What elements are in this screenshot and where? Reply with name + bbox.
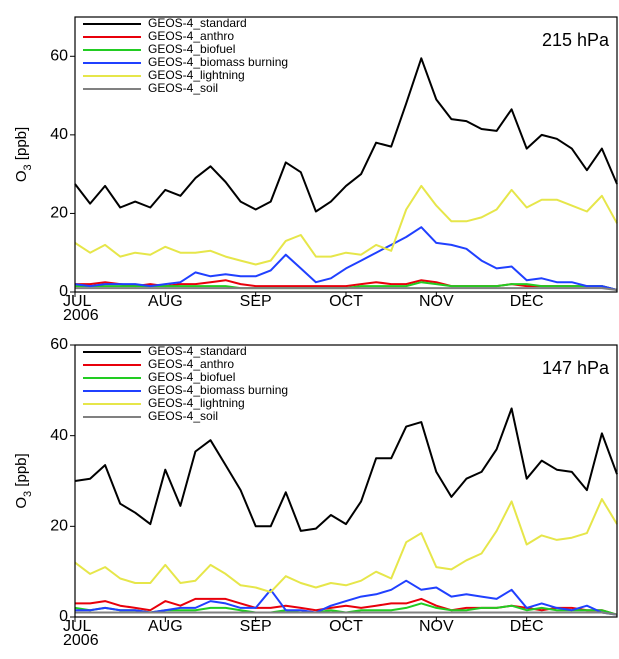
x-tick-label: JUL bbox=[63, 293, 92, 310]
y-tick-label: 0 bbox=[59, 283, 68, 300]
x-tick-label: NOV bbox=[419, 293, 454, 310]
y-axis-label-part: 3 bbox=[22, 491, 34, 497]
y-tick-label: 40 bbox=[50, 427, 68, 444]
y-axis-label-part: O bbox=[13, 497, 30, 509]
legend-label: GEOS-4_standard bbox=[148, 16, 247, 30]
y-axis-label: O3 [ppb] bbox=[13, 453, 34, 508]
series-line bbox=[74, 226, 618, 291]
series-line bbox=[74, 407, 618, 532]
series-line bbox=[74, 57, 618, 213]
x-tick-label: JUL bbox=[63, 618, 92, 635]
legend-label: GEOS-4_biofuel bbox=[148, 42, 235, 56]
y-tick-label: 40 bbox=[50, 126, 68, 143]
x-tick-label: NOV bbox=[419, 618, 454, 635]
y-axis-label-part: 3 bbox=[22, 164, 34, 170]
legend-label: GEOS-4_soil bbox=[148, 409, 218, 423]
x-tick-label: AUG bbox=[148, 293, 183, 310]
legend-label: GEOS-4_lightning bbox=[148, 68, 245, 82]
legend-label: GEOS-4_biofuel bbox=[148, 370, 235, 384]
series-line bbox=[75, 611, 618, 616]
y-axis-label-part: [ppb] bbox=[13, 453, 30, 491]
legend-label: GEOS-4_lightning bbox=[148, 396, 245, 410]
y-tick-label: 20 bbox=[50, 518, 68, 535]
annotation: 215 hPa bbox=[542, 30, 610, 50]
series-line bbox=[74, 498, 618, 594]
legend-label: GEOS-4_biomass burning bbox=[148, 55, 288, 69]
legend-label: GEOS-4_anthro bbox=[148, 29, 234, 43]
x-tick-label: DEC bbox=[510, 293, 544, 310]
x-tick-label: OCT bbox=[329, 293, 363, 310]
x-year-label: 2006 bbox=[63, 307, 99, 324]
plot-frame bbox=[74, 16, 618, 293]
legend-label: GEOS-4_standard bbox=[148, 344, 247, 358]
series-line bbox=[75, 287, 618, 291]
y-axis-label-part: [ppb] bbox=[13, 127, 30, 165]
y-axis-label-part: O bbox=[13, 170, 30, 182]
y-tick-label: 60 bbox=[50, 336, 68, 353]
y-tick-label: 0 bbox=[59, 608, 68, 625]
legend-label: GEOS-4_soil bbox=[148, 81, 218, 95]
series-line bbox=[74, 184, 618, 266]
x-year-label: 2006 bbox=[63, 632, 99, 649]
plot-frame bbox=[74, 344, 618, 618]
x-tick-label: OCT bbox=[329, 618, 363, 635]
y-tick-label: 20 bbox=[50, 205, 68, 222]
x-tick-label: AUG bbox=[148, 618, 183, 635]
series-line bbox=[75, 579, 618, 616]
y-tick-label: 60 bbox=[50, 48, 68, 65]
y-axis-label: O3 [ppb] bbox=[13, 127, 34, 182]
x-tick-label: SEP bbox=[240, 293, 272, 310]
annotation: 147 hPa bbox=[542, 358, 610, 378]
x-tick-label: DEC bbox=[510, 618, 544, 635]
x-tick-label: SEP bbox=[240, 618, 272, 635]
legend-label: GEOS-4_biomass burning bbox=[148, 383, 288, 397]
legend-label: GEOS-4_anthro bbox=[148, 357, 234, 371]
